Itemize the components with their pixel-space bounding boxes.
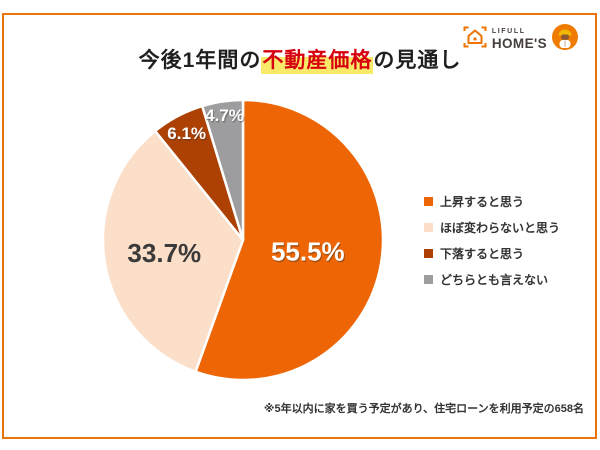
pie-chart: 55.5% 55.5% 33.7% 6.1% 6.1% 4.7% 4.7%	[101, 98, 385, 382]
lifull-homes-logo: LIFULL HOME'S	[463, 24, 578, 55]
legend-swatch	[424, 196, 433, 206]
pie-slice-value-label: 33.7%	[127, 238, 201, 268]
logo-text-homes: HOME'S	[491, 36, 547, 52]
pie-slice-value-label: 6.1%	[167, 124, 206, 143]
pie-slice-value-label: 4.7%	[206, 107, 245, 126]
chart-legend: 上昇すると思うほぼ変わらないと思う 下落すると思うどちらとも言えない	[424, 188, 560, 292]
legend-label: 下落すると思う	[440, 246, 525, 261]
legend-item: 下落すると思う	[424, 240, 560, 266]
pie-slice-value-label: 55.5%	[272, 238, 346, 268]
legend-item: ほぼ変わらないと思う	[424, 214, 560, 240]
logo-wordmark: LIFULL HOME'S	[492, 28, 547, 51]
logo-text-lifull: LIFULL	[491, 28, 526, 36]
legend-swatch	[424, 222, 433, 232]
house-icon	[463, 26, 487, 53]
title-suffix: の見通し	[373, 49, 462, 72]
legend-label: ほぼ変わらないと思う	[440, 220, 561, 235]
legend-label: どちらとも言えない	[440, 272, 549, 287]
legend-swatch	[424, 248, 433, 258]
title-highlight: 不動産価格	[261, 49, 374, 74]
footnote: ※5年以内に家を買う予定があり、住宅ローンを利用予定の658名	[263, 403, 584, 415]
legend-item: どちらとも言えない	[424, 266, 560, 292]
legend-item: 上昇すると思う	[424, 188, 560, 214]
pie-slice-value-label: 4.7%	[205, 106, 244, 125]
legend-label: 上昇すると思う	[440, 194, 525, 209]
mascot-icon	[552, 24, 578, 55]
pie-slice-value-label: 55.5%	[271, 236, 345, 266]
pie-slice	[194, 98, 385, 382]
pie-chart-svg: 55.5%55.5%33.7%6.1%6.1%4.7%4.7%	[101, 98, 385, 382]
pie-slice	[201, 98, 245, 242]
pie-slice-value-label: 6.1%	[168, 126, 207, 145]
page-title: 今後1年間の不動産価格の見通し	[0, 44, 600, 74]
legend-swatch	[424, 274, 433, 284]
title-prefix: 今後1年間の	[138, 49, 262, 72]
pie-slice	[101, 129, 245, 373]
